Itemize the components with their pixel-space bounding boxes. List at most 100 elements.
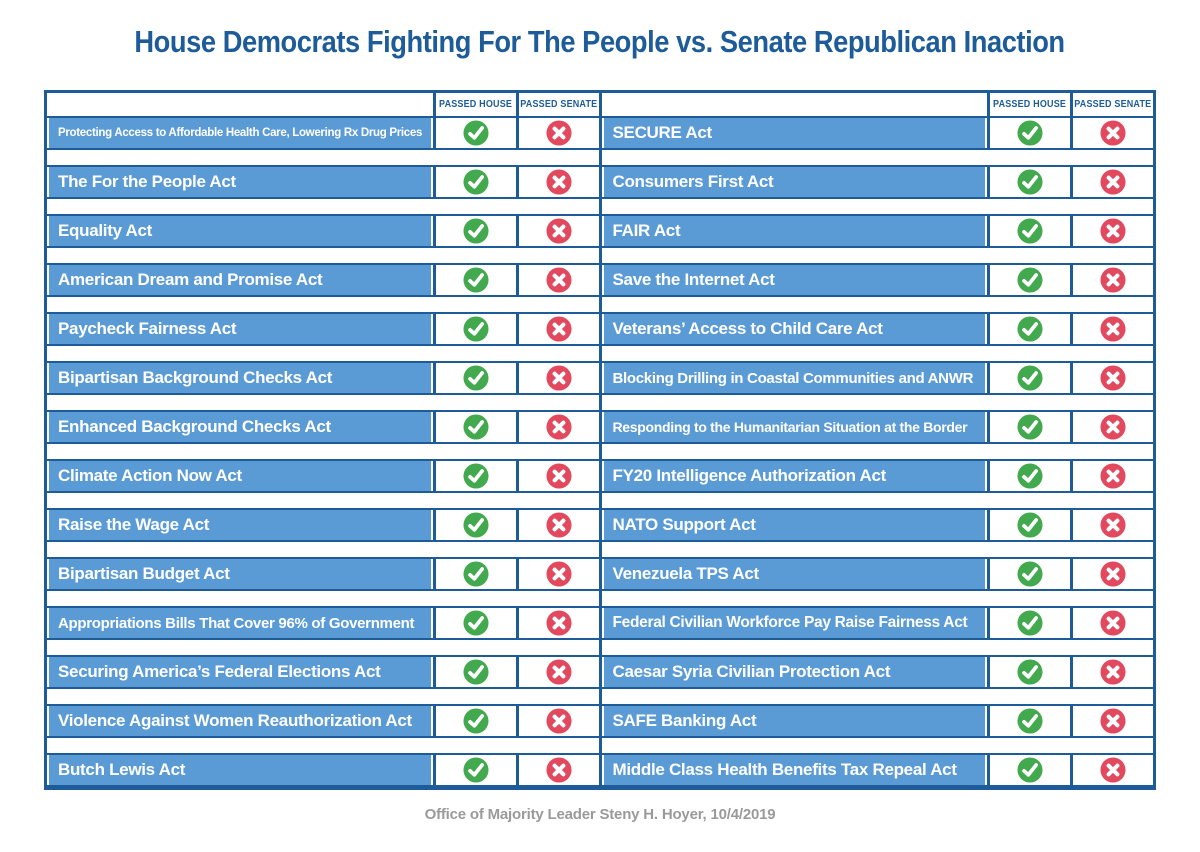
passed-senate-cell (1070, 608, 1153, 638)
row-gap (601, 297, 1153, 312)
passed-senate-cell (515, 461, 599, 491)
passed-house-cell (432, 412, 516, 442)
bill-name-cell: Securing America’s Federal Elections Act (47, 657, 433, 687)
bill-name: Responding to the Humanitarian Situation… (612, 419, 968, 435)
passed-senate-cell (515, 216, 599, 246)
x-circle-icon (545, 708, 572, 734)
table-row: American Dream and Promise Act (47, 263, 599, 297)
table-row: Federal Civilian Workforce Pay Raise Fai… (601, 606, 1153, 640)
bill-name-cell: Save the Internet Act (601, 265, 987, 295)
check-circle-icon (462, 120, 489, 146)
left-table-header: PASSED HOUSE PASSED SENATE (47, 93, 599, 116)
x-circle-icon (1100, 561, 1126, 587)
passed-senate-cell (1070, 265, 1153, 295)
right-table-header: PASSED HOUSE PASSED SENATE (602, 93, 1153, 116)
x-circle-icon (545, 169, 572, 195)
passed-house-cell (432, 118, 516, 148)
passed-house-cell (987, 412, 1070, 442)
table-row: NATO Support Act (601, 508, 1153, 542)
row-gap (601, 493, 1153, 508)
passed-house-cell (987, 167, 1070, 197)
check-circle-icon (462, 610, 489, 636)
x-circle-icon (545, 463, 572, 489)
bills-status-table: PASSED HOUSE PASSED SENATE Protecting Ac… (44, 90, 1156, 790)
passed-senate-cell (1070, 559, 1153, 589)
passed-senate-cell (515, 559, 599, 589)
passed-senate-cell (515, 363, 599, 393)
x-circle-icon (545, 267, 572, 293)
check-circle-icon (1017, 218, 1043, 244)
table-row: Save the Internet Act (601, 263, 1153, 297)
passed-senate-cell (1070, 314, 1153, 344)
bill-name-cell: Paycheck Fairness Act (47, 314, 433, 344)
bill-name: FY20 Intelligence Authorization Act (612, 466, 887, 485)
passed-house-cell (432, 167, 516, 197)
row-gap (601, 346, 1153, 361)
table-row: Securing America’s Federal Elections Act (47, 655, 599, 689)
passed-senate-cell (1070, 412, 1153, 442)
passed-senate-cell (515, 608, 599, 638)
check-circle-icon (462, 218, 489, 244)
table-row: Venezuela TPS Act (601, 557, 1153, 591)
bill-name: Climate Action Now Act (58, 466, 242, 485)
x-circle-icon (545, 512, 572, 538)
bill-name-cell: Bipartisan Budget Act (47, 559, 433, 589)
passed-senate-header: PASSED SENATE (1070, 93, 1153, 116)
row-gap (47, 591, 599, 606)
table-row: Protecting Access to Affordable Health C… (47, 116, 599, 150)
passed-house-cell (432, 510, 516, 540)
bill-name-cell: Middle Class Health Benefits Tax Repeal … (601, 755, 987, 785)
x-circle-icon (545, 218, 572, 244)
row-gap (601, 199, 1153, 214)
x-circle-icon (545, 120, 572, 146)
check-circle-icon (1017, 708, 1043, 734)
passed-house-cell (987, 510, 1070, 540)
x-circle-icon (1100, 316, 1126, 342)
check-circle-icon (462, 659, 489, 685)
table-row: The For the People Act (47, 165, 599, 199)
row-gap (601, 689, 1153, 704)
check-circle-icon (462, 561, 489, 587)
passed-house-cell (432, 559, 516, 589)
passed-senate-header-label: PASSED SENATE (1074, 99, 1152, 110)
passed-senate-cell (515, 412, 599, 442)
bill-name: Caesar Syria Civilian Protection Act (612, 662, 891, 681)
bill-name-cell: Veterans’ Access to Child Care Act (601, 314, 987, 344)
passed-senate-cell (1070, 118, 1153, 148)
passed-house-cell (432, 461, 516, 491)
passed-house-header: PASSED HOUSE (987, 93, 1070, 116)
x-circle-icon (1100, 610, 1126, 636)
bill-name: Bipartisan Background Checks Act (58, 368, 333, 387)
table-row: Butch Lewis Act (47, 753, 599, 787)
x-circle-icon (1100, 757, 1126, 783)
row-gap (47, 346, 599, 361)
x-circle-icon (1100, 169, 1126, 195)
check-circle-icon (1017, 365, 1043, 391)
row-gap (601, 395, 1153, 410)
table-row: Bipartisan Budget Act (47, 557, 599, 591)
passed-house-cell (987, 608, 1070, 638)
source-attribution: Office of Majority Leader Steny H. Hoyer… (424, 806, 776, 823)
passed-senate-header-label: PASSED SENATE (519, 99, 598, 110)
check-circle-icon (1017, 414, 1043, 440)
bill-name-cell: Federal Civilian Workforce Pay Raise Fai… (601, 608, 987, 638)
table-row: FY20 Intelligence Authorization Act (601, 459, 1153, 493)
bill-name: Paycheck Fairness Act (58, 319, 237, 338)
x-circle-icon (1100, 708, 1126, 734)
row-gap (601, 150, 1153, 165)
check-circle-icon (1017, 267, 1043, 293)
passed-house-cell (987, 461, 1070, 491)
passed-house-header: PASSED HOUSE (432, 93, 516, 116)
check-circle-icon (1017, 757, 1043, 783)
x-circle-icon (545, 365, 572, 391)
bill-column-header (602, 93, 988, 116)
x-circle-icon (545, 316, 572, 342)
table-row: Raise the Wage Act (47, 508, 599, 542)
table-row: Responding to the Humanitarian Situation… (601, 410, 1153, 444)
check-circle-icon (462, 414, 489, 440)
table-row: Veterans’ Access to Child Care Act (601, 312, 1153, 346)
passed-senate-cell (1070, 657, 1153, 687)
row-gap (601, 738, 1153, 753)
row-gap (47, 297, 599, 312)
row-gap (47, 493, 599, 508)
